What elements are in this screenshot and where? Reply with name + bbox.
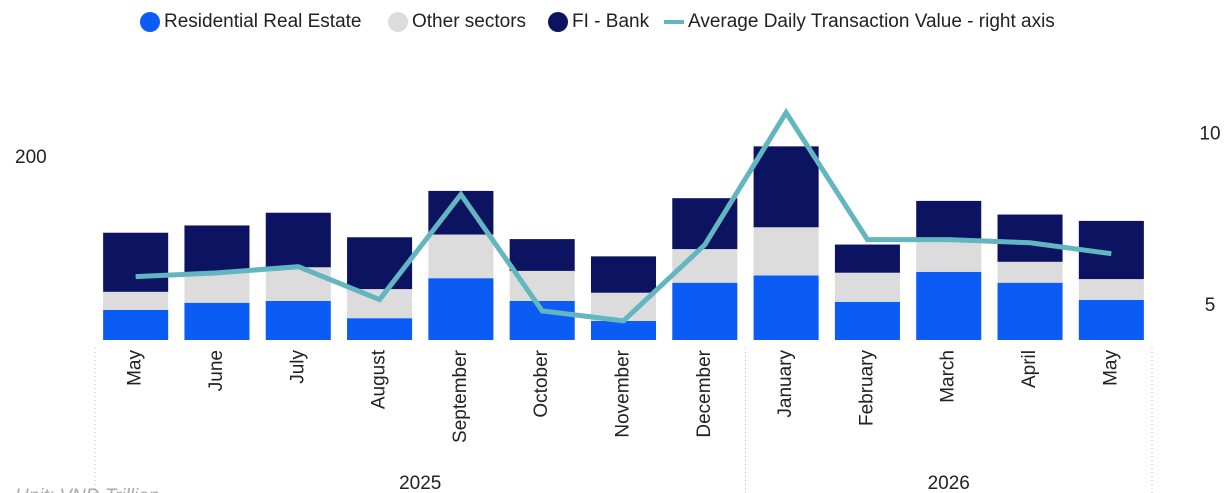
legend-label: FI - Bank xyxy=(572,11,650,32)
bar xyxy=(997,261,1063,283)
bar xyxy=(916,200,982,242)
x-tick-label: May xyxy=(1100,350,1121,386)
bar xyxy=(1078,279,1144,300)
bar xyxy=(103,291,169,310)
x-tick-label: October xyxy=(531,349,552,417)
x-tick-label: March xyxy=(938,350,959,403)
legend-marker xyxy=(388,12,408,32)
bar xyxy=(1078,300,1144,340)
bar xyxy=(184,302,250,340)
bar xyxy=(997,282,1063,340)
x-tick-label: April xyxy=(1019,350,1040,388)
bar xyxy=(753,227,819,276)
x-tick-label: July xyxy=(287,350,308,384)
y2-tick-label: 5 xyxy=(1205,295,1216,316)
bar xyxy=(916,241,982,272)
legend-label: Other sectors xyxy=(412,11,526,32)
bar xyxy=(184,272,250,303)
group-label: 2026 xyxy=(928,473,970,493)
bar xyxy=(428,278,494,340)
bar xyxy=(590,256,657,293)
x-tick-label: December xyxy=(694,349,715,437)
bar xyxy=(672,282,738,340)
bar xyxy=(997,214,1063,262)
legend-marker xyxy=(140,12,160,32)
bar xyxy=(834,301,900,340)
legend-label: Average Daily Transaction Value - right … xyxy=(688,11,1055,32)
legend-marker xyxy=(548,12,568,32)
group-label: 2025 xyxy=(399,473,441,493)
bar xyxy=(184,225,250,273)
x-tick-label: September xyxy=(450,349,471,443)
bar xyxy=(103,310,169,340)
y2-tick-label: 10 xyxy=(1199,124,1220,145)
bar xyxy=(428,234,494,279)
bar xyxy=(103,232,169,292)
bar xyxy=(753,275,819,340)
bar xyxy=(753,146,819,228)
x-tick-label: November xyxy=(613,349,634,437)
bar xyxy=(347,237,413,290)
x-tick-label: August xyxy=(369,349,390,409)
x-tick-label: May xyxy=(125,350,146,386)
bar xyxy=(347,289,413,319)
note: Unit: VND Trillion xyxy=(15,486,159,493)
bar xyxy=(590,320,657,340)
x-tick-label: June xyxy=(206,350,227,391)
line-series xyxy=(135,107,1112,324)
bar xyxy=(347,318,413,340)
bar xyxy=(265,300,331,340)
bar xyxy=(265,267,331,301)
bar xyxy=(916,271,982,340)
bar xyxy=(265,212,331,268)
bar xyxy=(834,244,900,273)
x-tick-label: February xyxy=(856,350,877,427)
legend-label: Residential Real Estate xyxy=(164,11,362,32)
bar xyxy=(834,272,900,302)
x-tick-label: January xyxy=(775,350,796,418)
y-tick-label: 200 xyxy=(15,147,47,168)
bar xyxy=(509,239,575,271)
